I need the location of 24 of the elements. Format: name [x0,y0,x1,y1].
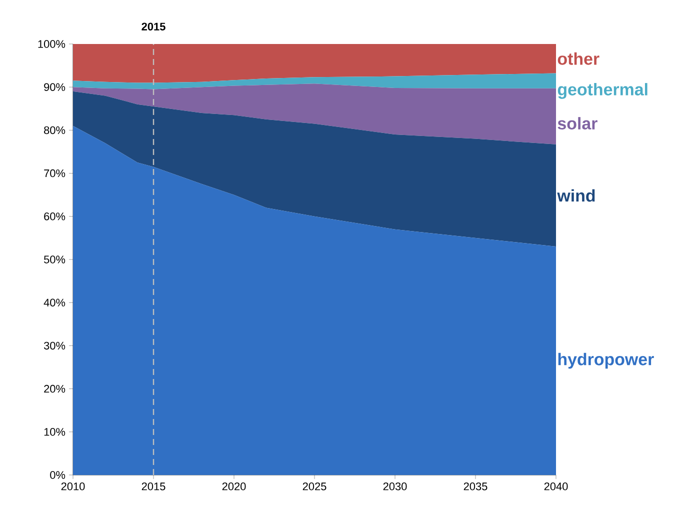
y-tick-label: 80% [44,126,66,134]
x-tick-label: 2040 [544,482,568,490]
y-tick-label: 10% [44,428,66,436]
ref-line-label: 2015 [142,22,166,30]
series-label: wind [557,189,595,202]
y-tick-label: 30% [44,342,66,350]
series-label: hydropower [558,352,654,369]
x-tick-label: 2020 [222,482,246,490]
series-label: other [558,52,600,65]
y-tick-label: 40% [44,298,66,306]
series-label: solar [558,117,598,130]
y-tick-label: 20% [44,384,66,393]
y-tick-label: 90% [44,83,66,91]
y-tick-label: 70% [44,169,66,178]
x-tick-label: 2025 [302,482,326,490]
x-tick-label: 2030 [383,482,407,490]
x-tick-label: 2015 [142,482,166,490]
x-tick-label: 2035 [464,482,488,490]
y-tick-label: 50% [44,256,66,264]
y-tick-label: 100% [38,40,66,48]
y-tick-label: 0% [50,471,66,479]
y-tick-label: 60% [44,212,66,220]
series-label: geothermal [558,83,648,99]
x-tick-label: 2010 [61,482,85,490]
